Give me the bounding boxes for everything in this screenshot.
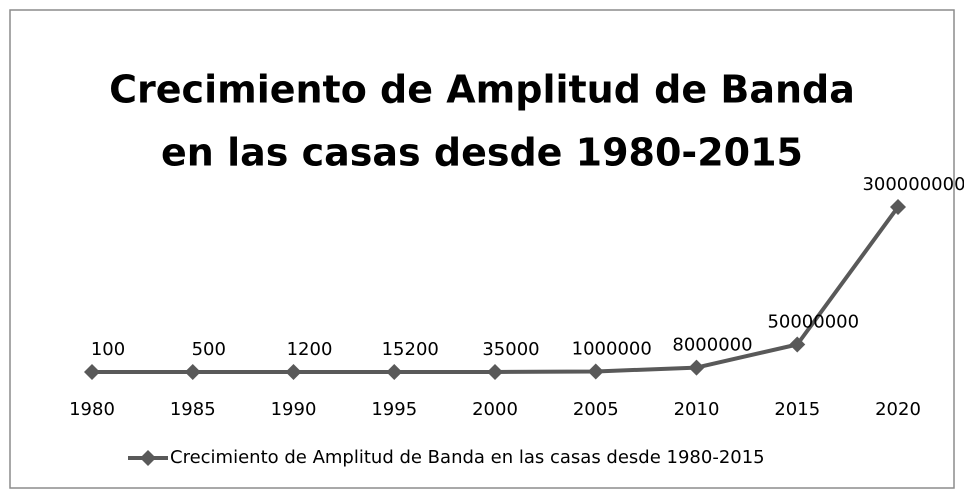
data-marker [184,363,201,380]
data-marker [285,363,302,380]
x-tick-label: 2005 [573,399,619,420]
chart-title: en las casas desde 1980-2015 [161,131,803,175]
data-marker [386,363,403,380]
x-tick-label: 2015 [774,399,820,420]
x-tick-label: 2000 [472,399,518,420]
data-label: 300000000 [862,174,964,195]
data-label: 1000000 [572,338,652,359]
data-marker [789,336,806,353]
data-label: 35000 [482,339,539,360]
data-label: 1200 [287,339,333,360]
x-tick-label: 1985 [170,399,216,420]
data-marker [84,363,100,380]
chart-border [9,9,955,489]
data-marker [890,199,906,215]
x-tick-label: 1995 [371,399,417,420]
data-marker [587,363,604,380]
data-label: 15200 [382,339,439,360]
x-tick-label: 1980 [69,399,115,420]
x-tick-label: 1990 [271,399,317,420]
data-marker [487,363,503,380]
data-label: 50000000 [767,312,859,333]
legend-marker [140,450,156,466]
x-tick-label: 2020 [875,399,921,420]
data-label: 500 [192,339,226,360]
data-marker [688,359,705,376]
x-tick-label: 2010 [674,399,720,420]
chart-title: Crecimiento de Amplitud de Banda [109,68,855,112]
legend-label: Crecimiento de Amplitud de Banda en las … [170,447,765,468]
data-label: 8000000 [672,335,752,356]
data-label: 100 [91,339,125,360]
